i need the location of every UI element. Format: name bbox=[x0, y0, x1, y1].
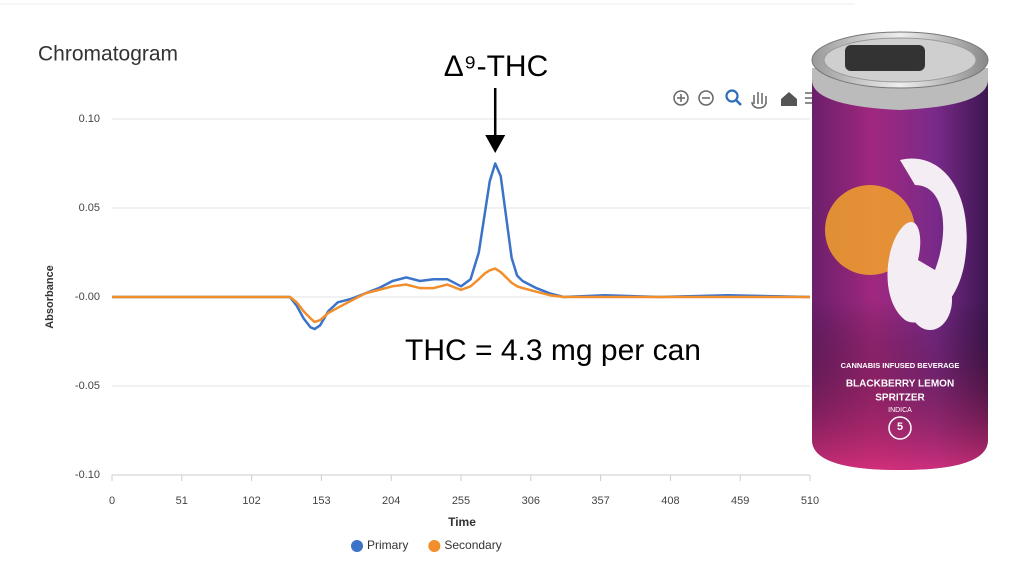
x-tick-label: 408 bbox=[661, 495, 679, 507]
legend-label: Primary bbox=[367, 538, 408, 552]
y-tick-label: -0.05 bbox=[75, 380, 100, 392]
y-tick-label: -0.10 bbox=[75, 469, 100, 481]
can-photo: CANNABIS INFUSED BEVERAGE BLACKBERRY LEM… bbox=[811, 31, 989, 470]
can-text: CANNABIS INFUSED BEVERAGE bbox=[841, 361, 960, 370]
can-text: SPRITZER bbox=[875, 393, 925, 404]
can-dose: 5 bbox=[897, 421, 903, 433]
can-text: INDICA bbox=[888, 407, 912, 414]
result-annotation: THC = 4.3 mg per can bbox=[405, 334, 701, 367]
series-line bbox=[112, 162, 811, 331]
can-text: BLACKBERRY LEMON bbox=[846, 379, 954, 390]
pan-button[interactable] bbox=[751, 92, 767, 109]
y-tick-label: 0.10 bbox=[79, 113, 100, 125]
x-tick-label: 0 bbox=[109, 495, 115, 507]
y-tick-label: -0.00 bbox=[75, 291, 100, 303]
toolbar bbox=[673, 89, 813, 109]
plot: -0.10 -0.05 -0.00 0.05 0.10 0 51 102 153 204 255 30… bbox=[75, 113, 819, 507]
home-button[interactable] bbox=[781, 92, 797, 106]
chart-title: Chromatogram bbox=[38, 43, 178, 66]
zoom-button[interactable] bbox=[725, 89, 739, 103]
x-tick-label: 102 bbox=[242, 495, 260, 507]
x-tick-label: 255 bbox=[452, 495, 470, 507]
legend-marker bbox=[428, 540, 441, 552]
x-tick-label: 459 bbox=[731, 495, 749, 507]
arrowhead bbox=[485, 135, 506, 153]
legend-label: Secondary bbox=[444, 538, 501, 552]
peak-annotation: Δ⁹-THC bbox=[444, 50, 549, 83]
zoom-in-button[interactable] bbox=[673, 90, 689, 106]
menu-button[interactable] bbox=[805, 92, 813, 104]
y-axis-label: Absorbance bbox=[44, 265, 56, 329]
x-tick-label: 204 bbox=[382, 495, 400, 507]
x-tick-label: 306 bbox=[522, 495, 540, 507]
legend: Primary Secondary bbox=[351, 538, 502, 552]
series-line bbox=[112, 267, 810, 324]
x-tick-label: 510 bbox=[801, 495, 819, 507]
legend-marker bbox=[351, 540, 363, 552]
x-axis-label: Time bbox=[448, 515, 476, 529]
zoom-out-button[interactable] bbox=[698, 90, 714, 106]
x-tick-label: 153 bbox=[312, 495, 330, 507]
y-tick-label: 0.05 bbox=[79, 202, 100, 214]
x-tick-label: 357 bbox=[591, 495, 609, 507]
x-tick-label: 51 bbox=[176, 495, 188, 507]
